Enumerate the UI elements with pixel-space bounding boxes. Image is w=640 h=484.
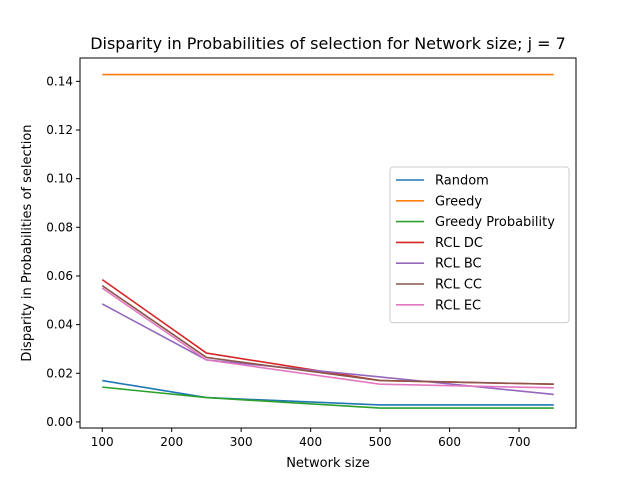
legend-label: RCL DC [435, 236, 483, 251]
y-tick-label: 0.12 [46, 123, 73, 137]
axes-frame [79, 57, 577, 429]
y-tick-label: 0.14 [46, 74, 73, 88]
y-tick-label: 0.08 [46, 220, 73, 234]
x-tick-label: 500 [369, 435, 392, 449]
legend-box [389, 166, 570, 324]
y-tick-label: 0.10 [46, 172, 73, 186]
y-tick-label: 0.06 [46, 269, 73, 283]
plot-lines [101, 73, 554, 409]
y-tick-label: 0.02 [46, 366, 73, 380]
legend-label: RCL EC [435, 298, 481, 313]
y-tick-label: 0.04 [46, 318, 73, 332]
x-tick-label: 400 [299, 435, 322, 449]
y-axis-ticks: 0.00 0.02 0.04 0.06 0.08 0.10 0.12 0.14 [46, 74, 80, 429]
legend-label: Greedy [435, 194, 482, 209]
legend-label: Random [435, 174, 489, 189]
x-tick-label: 600 [438, 435, 461, 449]
x-tick-label: 200 [160, 435, 183, 449]
series-line-rcl-cc [101, 285, 554, 386]
legend-label: Greedy Probability [435, 215, 555, 230]
x-tick-label: 100 [91, 435, 114, 449]
x-tick-label: 700 [508, 435, 531, 449]
legend-label: RCL BC [435, 257, 482, 272]
chart-title: Disparity in Probabilities of selection … [90, 34, 566, 53]
legend-label: RCL CC [435, 278, 482, 293]
legend: Random Greedy Greedy Probability RCL DC RCL … [389, 166, 570, 324]
y-tick-label: 0.00 [46, 415, 73, 429]
x-axis-ticks: 100 200 300 400 500 600 700 [91, 428, 531, 449]
y-axis-label: Disparity in Probabilities of selection [20, 124, 35, 361]
series-line-greedy-probability [102, 386, 554, 409]
series-line-rcl-ec [101, 287, 554, 389]
x-axis-label: Network size [286, 456, 370, 471]
x-tick-label: 300 [230, 435, 253, 449]
series-line-random [102, 379, 554, 406]
